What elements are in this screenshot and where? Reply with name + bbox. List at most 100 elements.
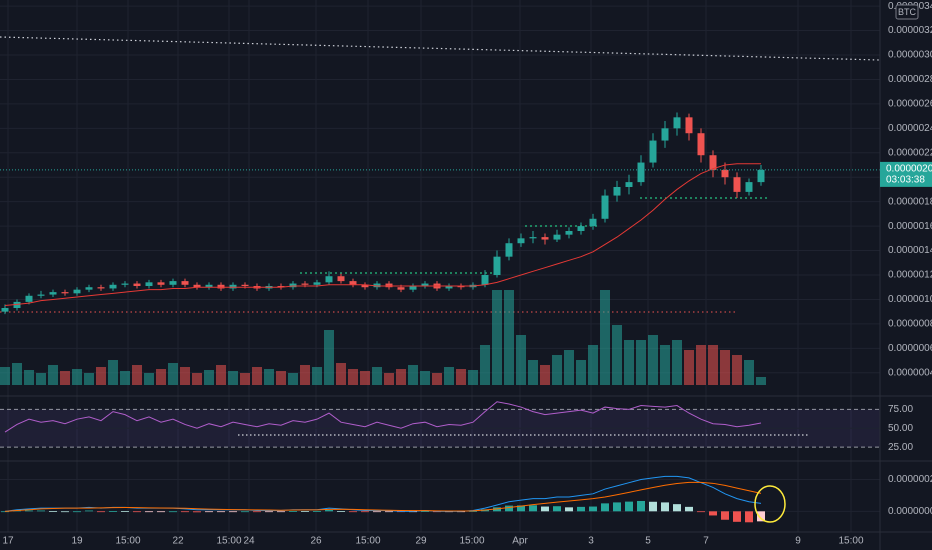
candle-body <box>13 301 21 308</box>
candle-body <box>193 284 201 288</box>
candle-body <box>337 276 345 282</box>
candle-body <box>553 234 561 240</box>
candle-body <box>37 294 45 296</box>
candle-body <box>277 286 285 288</box>
macd-histogram-bar <box>349 511 357 513</box>
y-tick-label: 0.00000260 <box>888 99 932 110</box>
volume-bar <box>528 360 538 385</box>
candle-body <box>481 275 489 285</box>
volume-bar <box>444 367 454 385</box>
candle-body <box>49 292 57 295</box>
volume-bar <box>12 363 22 385</box>
volume-bar <box>612 325 622 385</box>
macd-histogram-bar <box>205 511 213 513</box>
x-tick-label: 15:00 <box>838 536 863 547</box>
macd-histogram-bar <box>109 511 117 512</box>
volume-bar <box>300 365 310 385</box>
candle-body <box>493 256 501 275</box>
volume-bar <box>216 365 226 385</box>
volume-bar <box>396 369 406 385</box>
candle-body <box>685 117 693 134</box>
macd-histogram-bar <box>577 506 585 512</box>
x-tick-label: 29 <box>415 536 427 547</box>
candle-body <box>613 187 621 196</box>
candle-body <box>661 128 669 141</box>
volume-bar <box>672 340 682 385</box>
candle-body <box>133 283 141 286</box>
macd-histogram-bar <box>289 511 297 512</box>
volume-bar <box>108 360 118 385</box>
candle-body <box>109 284 117 289</box>
volume-bar <box>288 373 298 385</box>
x-tick-label: Apr <box>512 536 528 547</box>
macd-histogram-bar <box>649 501 657 512</box>
volume-bar <box>720 350 730 385</box>
candle-body <box>205 284 213 288</box>
volume-bar <box>696 345 706 385</box>
macd-histogram-bar <box>121 511 129 512</box>
macd-histogram-bar <box>97 511 105 513</box>
volume-bar <box>264 369 274 385</box>
macd-histogram-bar <box>541 506 549 512</box>
macd-histogram-bar <box>337 511 345 512</box>
x-tick-label: 15:00 <box>216 536 241 547</box>
candle-body <box>541 237 549 240</box>
x-tick-label: 15:00 <box>115 536 140 547</box>
candle-body <box>457 286 465 288</box>
macd-histogram-bar <box>517 505 525 512</box>
candle-body <box>589 218 597 227</box>
candle-body <box>709 155 717 170</box>
volume-bar <box>684 350 694 385</box>
candle-body <box>289 283 297 288</box>
volume-bar <box>192 373 202 385</box>
candle-body <box>637 162 645 183</box>
candle-body <box>565 231 573 235</box>
volume-bar <box>144 373 154 385</box>
volume-bar <box>324 330 334 385</box>
volume-bar <box>516 335 526 385</box>
volume-bar <box>492 290 502 385</box>
volume-bar <box>372 367 382 385</box>
volume-bar <box>456 369 466 385</box>
last-price-box <box>880 161 932 187</box>
y-tick-label: 25.00 <box>888 442 913 453</box>
volume-bar <box>648 335 658 385</box>
volume-bar <box>168 363 178 385</box>
volume-bar <box>240 373 250 385</box>
macd-histogram-bar <box>325 510 333 512</box>
candle-body <box>577 226 585 231</box>
macd-histogram-bar <box>505 505 513 512</box>
candle-body <box>217 284 225 289</box>
macd-histogram-bar <box>757 511 765 522</box>
volume-bar <box>540 365 550 385</box>
candle-body <box>349 281 357 285</box>
volume-bar <box>180 367 190 385</box>
macd-histogram-bar <box>613 502 621 512</box>
x-tick-label: 15:00 <box>459 536 484 547</box>
macd-histogram-bar <box>673 504 681 512</box>
macd-histogram-bar <box>49 511 57 512</box>
candle-body <box>157 282 165 285</box>
y-tick-label: 0.00000080 <box>888 319 932 330</box>
volume-bar <box>504 290 514 385</box>
macd-histogram-bar <box>169 511 177 513</box>
candle-body <box>397 287 405 290</box>
volume-bar <box>660 345 670 385</box>
volume-bar <box>132 365 142 385</box>
highlight-circle <box>754 485 786 523</box>
volume-bar <box>60 371 70 385</box>
y-tick-label: 75.00 <box>888 404 913 415</box>
volume-bar <box>600 290 610 385</box>
macd-histogram-bar <box>277 511 285 513</box>
countdown-label: 03:03:38 <box>886 175 925 186</box>
macd-histogram-bar <box>733 511 741 522</box>
candle-body <box>385 283 393 288</box>
volume-bar <box>276 371 286 385</box>
macd-histogram-bar <box>697 511 705 513</box>
macd-histogram-bar <box>181 511 189 513</box>
volume-bar <box>336 363 346 385</box>
macd-histogram-bar <box>193 511 201 513</box>
